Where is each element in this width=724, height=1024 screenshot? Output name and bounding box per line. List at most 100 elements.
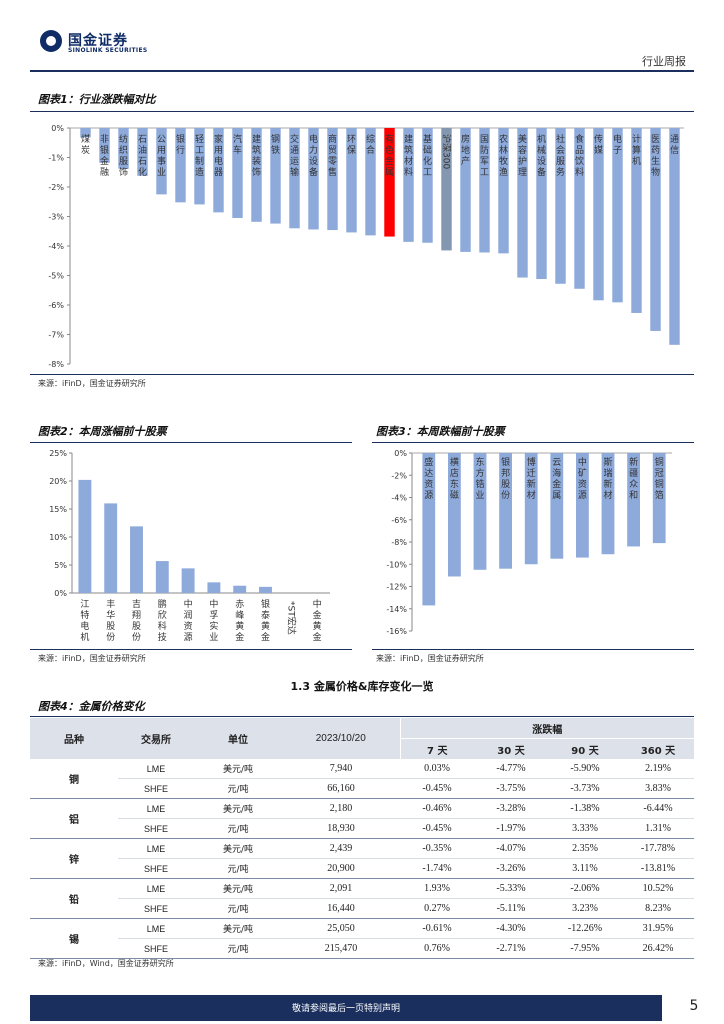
price-cell: 2,180 bbox=[282, 798, 400, 819]
bar-食品饮料 bbox=[574, 128, 585, 289]
svg-text:中: 中 bbox=[184, 598, 193, 610]
y-tick-label: -14% bbox=[386, 605, 407, 614]
metal-name: 锌 bbox=[30, 838, 118, 879]
bar-盛达资源 bbox=[422, 453, 436, 606]
y-tick-label: 5% bbox=[54, 561, 67, 570]
bar-国防军工 bbox=[479, 128, 490, 253]
change-360d-cell: -17.78% bbox=[622, 838, 694, 859]
change-7d-cell: -0.35% bbox=[400, 838, 474, 859]
fig1-title: 图表1：行业涨跌幅对比 bbox=[38, 93, 156, 106]
svg-text:媒: 媒 bbox=[594, 145, 603, 156]
bar-农林牧渔 bbox=[498, 128, 509, 254]
svg-text:份: 份 bbox=[106, 631, 115, 643]
bar-建筑装饰 bbox=[251, 128, 262, 222]
logo-icon bbox=[40, 30, 62, 52]
change-30d-cell: -2.71% bbox=[474, 938, 548, 959]
change-90d-cell: -2.06% bbox=[548, 878, 622, 899]
table-row: 铜 LME 美元/吨 7,940 0.03% -4.77% -5.90% 2.19% bbox=[30, 759, 694, 799]
change-360d-cell: -6.44% bbox=[622, 798, 694, 819]
change-360d-cell: 26.42% bbox=[622, 938, 694, 959]
price-cell: 25,050 bbox=[282, 918, 400, 939]
svg-text:技: 技 bbox=[158, 631, 167, 643]
bar-环保 bbox=[346, 128, 357, 233]
change-360d-cell: 2.19% bbox=[622, 759, 694, 779]
svg-text:铁: 铁 bbox=[271, 144, 280, 156]
svg-text:筑: 筑 bbox=[404, 144, 413, 156]
fig3-title-rule bbox=[372, 442, 694, 443]
bar-铜冠铜箔 bbox=[652, 453, 666, 544]
fig2-source: 来源：iFinD，国金证券研究所 bbox=[38, 654, 146, 663]
svg-text:子: 子 bbox=[613, 145, 622, 156]
bar-计算机 bbox=[631, 128, 642, 313]
change-90d-cell: -12.26% bbox=[548, 918, 622, 939]
svg-text:业: 业 bbox=[157, 167, 166, 178]
svg-text:股: 股 bbox=[132, 621, 141, 632]
svg-text:金: 金 bbox=[261, 631, 270, 643]
svg-text:股: 股 bbox=[106, 621, 115, 632]
svg-text:用: 用 bbox=[157, 145, 166, 156]
bar-房地产 bbox=[460, 128, 471, 252]
change-30d-cell: -3.75% bbox=[474, 778, 548, 799]
svg-text:信: 信 bbox=[670, 144, 679, 156]
change-7d-cell: -1.74% bbox=[400, 858, 474, 879]
change-7d-cell: 0.27% bbox=[400, 898, 474, 919]
change-7d-cell: -0.45% bbox=[400, 818, 474, 839]
svg-text:资: 资 bbox=[424, 479, 433, 490]
svg-text:源: 源 bbox=[184, 632, 193, 643]
bar-钢铁 bbox=[270, 128, 281, 224]
svg-text:欣: 欣 bbox=[158, 609, 167, 621]
svg-text:材: 材 bbox=[527, 489, 536, 501]
svg-text:份: 份 bbox=[132, 631, 141, 643]
bar-东方锆业 bbox=[473, 453, 487, 570]
table-row: 铝 LME 美元/吨 2,180 -0.46% -3.28% -1.38% -6.44% bbox=[30, 798, 694, 839]
category-label: 房地产 bbox=[461, 133, 470, 167]
header-7d: 7 天 bbox=[399, 738, 474, 759]
svg-text:造: 造 bbox=[195, 166, 204, 178]
header-30d: 30 天 bbox=[474, 738, 548, 759]
svg-text:传: 传 bbox=[594, 133, 603, 145]
y-tick-label: -2% bbox=[391, 471, 407, 480]
price-cell: 20,900 bbox=[282, 858, 400, 879]
svg-text:农: 农 bbox=[499, 133, 508, 145]
svg-text:份: 份 bbox=[501, 489, 510, 501]
bar-电子 bbox=[612, 128, 623, 303]
unit-cell: 美元/吨 bbox=[194, 798, 282, 819]
svg-text:社: 社 bbox=[556, 133, 565, 145]
svg-text:织: 织 bbox=[119, 144, 128, 156]
table-row: SHFE 元/吨 215,470 0.76% -2.71% -7.95% 26.42% bbox=[30, 938, 694, 959]
svg-text:化: 化 bbox=[138, 166, 147, 178]
price-cell: 16,440 bbox=[282, 898, 400, 919]
svg-text:锆: 锆 bbox=[475, 478, 484, 490]
change-30d-cell: -1.97% bbox=[474, 818, 548, 839]
header-date: 2023/10/20 bbox=[282, 718, 400, 759]
svg-text:设: 设 bbox=[537, 156, 546, 167]
y-tick-label: -1% bbox=[48, 154, 64, 163]
header-change: 涨跌幅 bbox=[399, 718, 694, 739]
svg-text:金: 金 bbox=[313, 631, 322, 643]
fig2-title: 图表2：本周涨幅前十股票 bbox=[38, 425, 167, 438]
y-tick-label: -16% bbox=[386, 627, 407, 636]
bar-公用事业 bbox=[156, 128, 167, 195]
svg-text:林: 林 bbox=[499, 144, 508, 156]
header-unit: 单位 bbox=[194, 718, 282, 759]
svg-text:新: 新 bbox=[527, 478, 536, 490]
logo-chinese-name: 国金证券 bbox=[68, 33, 128, 49]
svg-text:筑: 筑 bbox=[252, 144, 261, 156]
svg-text:非: 非 bbox=[100, 133, 109, 145]
svg-text:金: 金 bbox=[313, 609, 322, 621]
svg-text:中: 中 bbox=[578, 456, 587, 468]
bar-交通运输 bbox=[289, 128, 300, 229]
change-30d-cell: -3.28% bbox=[474, 798, 548, 819]
change-360d-cell: 1.31% bbox=[622, 818, 694, 839]
bar-社会服务 bbox=[555, 128, 566, 284]
svg-text:泰: 泰 bbox=[261, 609, 270, 621]
table-row: SHFE 元/吨 20,900 -1.74% -3.26% 3.11% -13.81% bbox=[30, 858, 694, 879]
svg-text:中: 中 bbox=[209, 598, 218, 610]
svg-text:国: 国 bbox=[480, 134, 489, 145]
svg-text:合: 合 bbox=[366, 144, 375, 156]
